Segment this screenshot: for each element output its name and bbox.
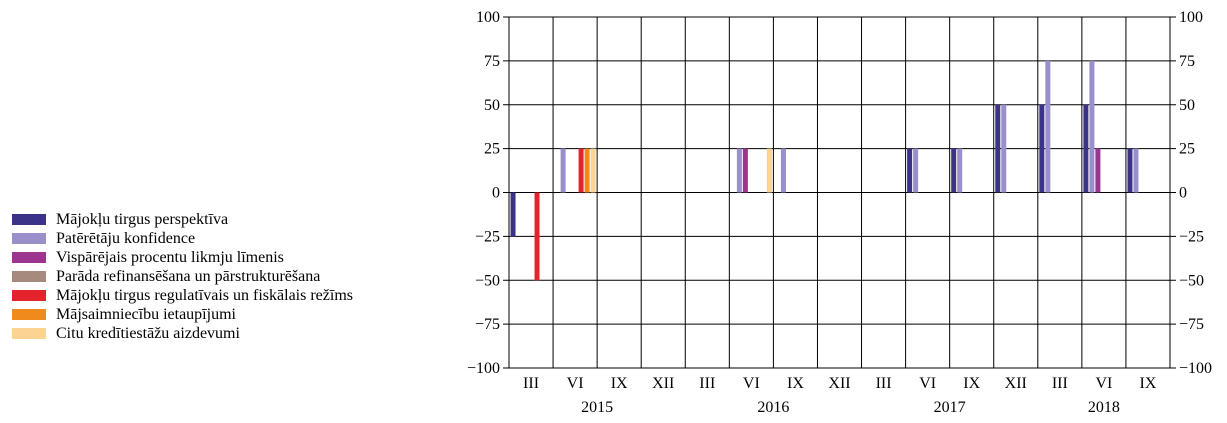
x-tick-label: IX	[611, 375, 628, 392]
x-tick-label: IX	[963, 375, 980, 392]
legend-label: Vispārējais procentu likmju līmenis	[56, 249, 284, 266]
bar-1-11	[1001, 104, 1007, 193]
legend-item: Parāda refinansēšana un pārstrukturēšana	[12, 267, 353, 286]
legend-item: Mājokļu tirgus perspektīva	[12, 210, 353, 229]
legend-label: Mājsaimniecību ietaupījumi	[56, 306, 236, 323]
x-tick-label: VI	[919, 375, 936, 392]
bar-6-1	[590, 148, 596, 193]
legend-swatch	[12, 309, 46, 320]
plot-frame	[503, 16, 1176, 369]
bar-2-5	[742, 148, 748, 193]
legend-swatch	[12, 328, 46, 339]
y-tick-label-left: 75	[484, 53, 500, 70]
bars	[510, 60, 1139, 281]
x-tick-label: XII	[828, 375, 850, 392]
year-label: 2017	[934, 399, 966, 416]
legend-swatch	[12, 214, 46, 225]
x-tick-label: VI	[1095, 375, 1112, 392]
legend-label: Citu kredītiestāžu aizdevumi	[56, 325, 240, 342]
legend-label: Parāda refinansēšana un pārstrukturēšana	[56, 268, 321, 285]
y-tick-label-left: 50	[484, 97, 500, 114]
bar-5-1	[584, 148, 590, 193]
axis-labels: 100 100 75 75 50 50 25 25 0 0 −25 −25 −50 −50 −75 −75 −1…	[467, 9, 1212, 416]
y-tick-label-right: −50	[1179, 272, 1204, 289]
legend-swatch	[12, 233, 46, 244]
bar-4-1	[578, 148, 584, 193]
year-label: 2018	[1088, 399, 1120, 416]
bar-1-6	[780, 148, 786, 193]
y-tick-label-left: 100	[476, 9, 500, 26]
legend-item: Citu kredītiestāžu aizdevumi	[12, 324, 353, 343]
legend-swatch	[12, 290, 46, 301]
year-label: 2015	[581, 399, 613, 416]
bar-4-0	[534, 192, 540, 281]
bar-0-10	[951, 148, 957, 193]
y-tick-label-left: −75	[475, 316, 500, 333]
bar-0-13	[1083, 104, 1089, 193]
bar-0-11	[995, 104, 1001, 193]
y-tick-label-right: −75	[1179, 316, 1204, 333]
bar-1-14	[1133, 148, 1139, 193]
legend-item: Mājokļu tirgus regulatīvais un fiskālais…	[12, 286, 353, 305]
legend-label: Patērētāju konfidence	[56, 230, 196, 247]
x-tick-label: VI	[567, 375, 584, 392]
chart-legend: Mājokļu tirgus perspektīva Patērētāju kon…	[12, 210, 353, 343]
legend-item: Patērētāju konfidence	[12, 229, 353, 248]
bar-0-12	[1039, 104, 1045, 193]
bar-1-12	[1045, 60, 1051, 193]
x-tick-label: VI	[743, 375, 760, 392]
x-tick-label: IX	[1140, 375, 1157, 392]
bar-0-14	[1127, 148, 1133, 193]
y-tick-label-right: −100	[1179, 360, 1212, 377]
x-tick-label: III	[1052, 375, 1068, 392]
bar-0-9	[907, 148, 913, 193]
x-tick-label: XII	[652, 375, 674, 392]
legend-label: Mājokļu tirgus perspektīva	[56, 211, 229, 228]
y-tick-label-right: 0	[1179, 185, 1187, 202]
bar-1-9	[913, 148, 919, 193]
y-tick-label-left: −25	[475, 228, 500, 245]
grid	[509, 16, 1170, 369]
legend-swatch	[12, 252, 46, 263]
y-tick-label-right: 100	[1179, 9, 1203, 26]
legend-item: Mājsaimniecību ietaupījumi	[12, 305, 353, 324]
bar-2-13	[1095, 148, 1101, 193]
y-tick-label-left: 0	[492, 185, 500, 202]
y-tick-label-left: 25	[484, 141, 500, 158]
bar-1-5	[736, 148, 742, 193]
legend-item: Vispārējais procentu likmju līmenis	[12, 248, 353, 267]
year-label: 2016	[757, 399, 789, 416]
legend-label: Mājokļu tirgus regulatīvais un fiskālais…	[56, 287, 353, 304]
x-tick-label: III	[523, 375, 539, 392]
bar-1-13	[1089, 60, 1095, 193]
y-tick-label-right: 75	[1179, 53, 1195, 70]
y-tick-label-right: −25	[1179, 228, 1204, 245]
x-tick-label: III	[699, 375, 715, 392]
y-tick-label-right: 50	[1179, 97, 1195, 114]
x-tick-label: XII	[1005, 375, 1027, 392]
x-tick-label: IX	[787, 375, 804, 392]
bar-1-10	[957, 148, 963, 193]
y-tick-label-right: 25	[1179, 141, 1195, 158]
legend-swatch	[12, 271, 46, 282]
bar-6-5	[766, 148, 772, 193]
bar-0-0	[510, 192, 516, 237]
x-tick-label: III	[876, 375, 892, 392]
bar-1-1	[560, 148, 566, 193]
y-tick-label-left: −50	[475, 272, 500, 289]
y-tick-label-left: −100	[467, 360, 500, 377]
